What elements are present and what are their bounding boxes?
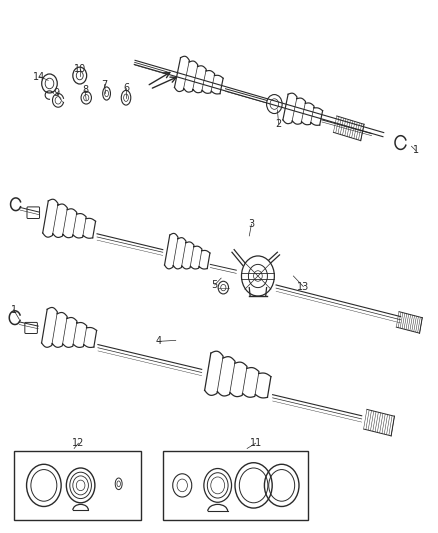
Text: 1: 1 [11,305,17,315]
Text: 1: 1 [413,146,419,156]
Text: 5: 5 [212,280,218,290]
Text: 12: 12 [72,438,85,448]
Text: 7: 7 [101,79,107,90]
Text: 14: 14 [33,71,46,82]
Text: 11: 11 [250,438,262,448]
Text: 2: 2 [276,119,282,129]
Text: 13: 13 [297,281,310,292]
Text: 10: 10 [74,64,86,74]
Bar [14,451,141,520]
Text: 9: 9 [54,88,60,99]
Bar [163,451,307,520]
Text: 3: 3 [248,219,254,229]
Text: 4: 4 [155,336,162,346]
Text: 6: 6 [123,83,129,93]
Text: 8: 8 [82,85,88,95]
